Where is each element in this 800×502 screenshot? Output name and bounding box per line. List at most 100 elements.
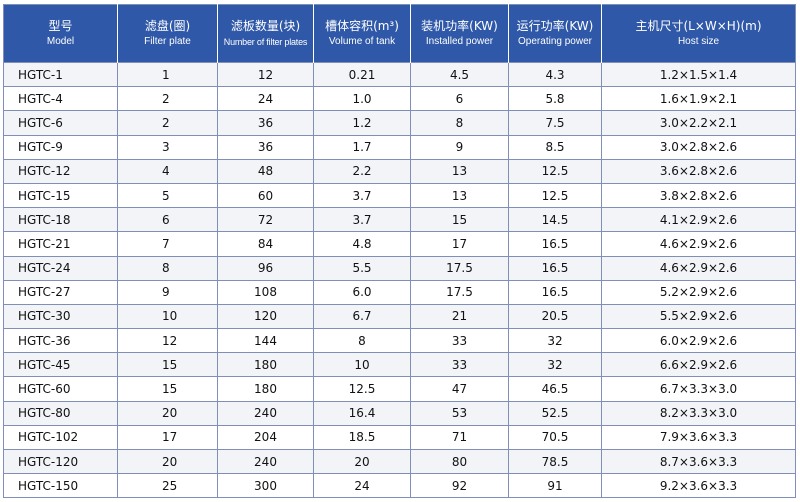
cell-filter-plate: 8 <box>117 255 218 281</box>
cell-installed-power: 15 <box>410 207 509 233</box>
cell-installed-power: 17 <box>410 231 509 257</box>
cell-model: HGTC-6 <box>3 110 118 136</box>
cell-filter-plate: 5 <box>117 182 218 209</box>
cell-filter-plate: 2 <box>117 110 218 136</box>
table-row: HGTC-60 15 180 12.5 47 46.5 6.7×3.3×3.0 <box>3 376 796 402</box>
cell-model: HGTC-102 <box>3 424 118 451</box>
cell-operating-power: 78.5 <box>508 448 602 475</box>
cell-host-size: 3.8×2.8×2.6 <box>601 182 796 209</box>
table-row: HGTC-36 12 144 8 33 32 6.0×2.9×2.6 <box>3 328 796 354</box>
table-row: HGTC-30 10 120 6.7 21 20.5 5.5×2.9×2.6 <box>3 303 796 330</box>
header-host-size: 主机尺寸(L×W×H)(m) Host size <box>601 4 796 63</box>
cell-installed-power: 17.5 <box>410 255 509 281</box>
cell-model: HGTC-80 <box>3 400 118 426</box>
header-filter-plate: 滤盘(圈) Filter plate <box>117 4 218 63</box>
cell-plate-count: 84 <box>217 231 314 257</box>
header-zh-label: 滤板数量(块) <box>230 18 301 33</box>
table-row: HGTC-15 5 60 3.7 13 12.5 3.8×2.8×2.6 <box>3 182 796 209</box>
cell-operating-power: 5.8 <box>508 86 602 112</box>
cell-model: HGTC-18 <box>3 207 118 233</box>
cell-plate-count: 180 <box>217 376 314 402</box>
table-row: HGTC-6 2 36 1.2 8 7.5 3.0×2.2×2.1 <box>3 110 796 136</box>
cell-filter-plate: 3 <box>117 134 218 160</box>
cell-host-size: 4.6×2.9×2.6 <box>601 255 796 281</box>
cell-operating-power: 20.5 <box>508 303 602 330</box>
cell-tank-volume: 0.21 <box>313 61 411 88</box>
cell-filter-plate: 10 <box>117 303 218 330</box>
cell-installed-power: 13 <box>410 182 509 209</box>
cell-host-size: 4.6×2.9×2.6 <box>601 231 796 257</box>
cell-plate-count: 24 <box>217 86 314 112</box>
cell-host-size: 3.0×2.2×2.1 <box>601 110 796 136</box>
cell-plate-count: 180 <box>217 352 314 378</box>
table-body: HGTC-1 1 12 0.21 4.5 4.3 1.2×1.5×1.4 HGTC-4 2 24 1… <box>3 61 796 499</box>
cell-installed-power: 71 <box>410 424 509 451</box>
cell-operating-power: 46.5 <box>508 376 602 402</box>
cell-tank-volume: 6.0 <box>313 279 411 305</box>
cell-host-size: 6.7×3.3×3.0 <box>601 376 796 402</box>
cell-tank-volume: 20 <box>313 448 411 475</box>
cell-plate-count: 48 <box>217 158 314 184</box>
header-en-label: Filter plate <box>144 35 191 47</box>
table-row: HGTC-27 9 108 6.0 17.5 16.5 5.2×2.9×2.6 <box>3 279 796 305</box>
spec-table: 型号 Model 滤盘(圈) Filter plate 滤板数量(块) Numb… <box>3 4 796 499</box>
cell-model: HGTC-36 <box>3 328 118 354</box>
spec-table-container: 型号 Model 滤盘(圈) Filter plate 滤板数量(块) Numb… <box>3 4 796 499</box>
cell-installed-power: 17.5 <box>410 279 509 305</box>
header-en-label: Model <box>46 35 75 47</box>
cell-installed-power: 53 <box>410 400 509 426</box>
cell-operating-power: 14.5 <box>508 207 602 233</box>
cell-model: HGTC-30 <box>3 303 118 330</box>
cell-filter-plate: 15 <box>117 376 218 402</box>
cell-filter-plate: 25 <box>117 473 218 499</box>
cell-installed-power: 47 <box>410 376 509 402</box>
cell-model: HGTC-60 <box>3 376 118 402</box>
cell-model: HGTC-24 <box>3 255 118 281</box>
cell-plate-count: 12 <box>217 61 314 88</box>
cell-installed-power: 21 <box>410 303 509 330</box>
cell-tank-volume: 16.4 <box>313 400 411 426</box>
cell-host-size: 3.6×2.8×2.6 <box>601 158 796 184</box>
cell-operating-power: 8.5 <box>508 134 602 160</box>
cell-operating-power: 16.5 <box>508 279 602 305</box>
cell-tank-volume: 2.2 <box>313 158 411 184</box>
cell-tank-volume: 10 <box>313 352 411 378</box>
header-en-label: Installed power <box>425 35 494 47</box>
header-number-of-plates: 滤板数量(块) Number of filter plates <box>217 4 314 63</box>
cell-filter-plate: 17 <box>117 424 218 451</box>
cell-filter-plate: 9 <box>117 279 218 305</box>
header-zh-label: 型号 <box>48 18 73 33</box>
cell-plate-count: 36 <box>217 110 314 136</box>
cell-tank-volume: 24 <box>313 473 411 499</box>
cell-host-size: 7.9×3.6×3.3 <box>601 424 796 451</box>
header-zh-label: 滤盘(圈) <box>144 18 191 33</box>
header-en-label: Number of filter plates <box>223 36 308 47</box>
table-row: HGTC-12 4 48 2.2 13 12.5 3.6×2.8×2.6 <box>3 158 796 184</box>
cell-installed-power: 6 <box>410 86 509 112</box>
header-zh-label: 主机尺寸(L×W×H)(m) <box>635 18 762 33</box>
cell-tank-volume: 1.2 <box>313 110 411 136</box>
cell-plate-count: 300 <box>217 473 314 499</box>
table-row: HGTC-45 15 180 10 33 32 6.6×2.9×2.6 <box>3 352 796 378</box>
cell-operating-power: 12.5 <box>508 182 602 209</box>
cell-plate-count: 96 <box>217 255 314 281</box>
cell-host-size: 8.2×3.3×3.0 <box>601 400 796 426</box>
cell-tank-volume: 3.7 <box>313 207 411 233</box>
cell-filter-plate: 1 <box>117 61 218 88</box>
cell-plate-count: 144 <box>217 328 314 354</box>
header-en-label: Operating power <box>518 35 592 47</box>
cell-installed-power: 80 <box>410 448 509 475</box>
cell-filter-plate: 4 <box>117 158 218 184</box>
cell-tank-volume: 4.8 <box>313 231 411 257</box>
cell-host-size: 1.2×1.5×1.4 <box>601 61 796 88</box>
header-model: 型号 Model <box>3 4 118 63</box>
cell-plate-count: 72 <box>217 207 314 233</box>
cell-operating-power: 12.5 <box>508 158 602 184</box>
cell-host-size: 8.7×3.6×3.3 <box>601 448 796 475</box>
cell-installed-power: 92 <box>410 473 509 499</box>
cell-plate-count: 120 <box>217 303 314 330</box>
cell-operating-power: 32 <box>508 352 602 378</box>
cell-host-size: 3.0×2.8×2.6 <box>601 134 796 160</box>
cell-operating-power: 4.3 <box>508 61 602 88</box>
cell-operating-power: 70.5 <box>508 424 602 451</box>
